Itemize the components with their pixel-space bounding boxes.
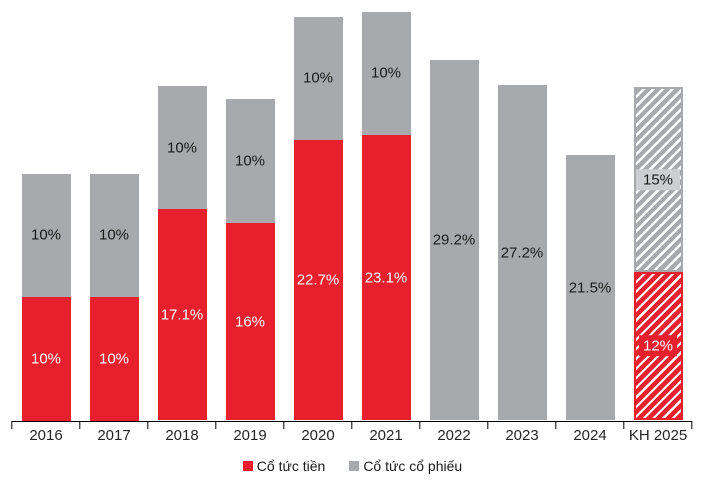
- x-axis-label: 2024: [573, 426, 607, 444]
- x-axis-tick: [691, 420, 693, 429]
- bar-segment: [361, 135, 411, 421]
- x-axis-label: 2022: [437, 426, 471, 444]
- bar-value-text: 10%: [166, 138, 198, 156]
- bar-value-label: 12%: [634, 335, 683, 357]
- bar-value-text: 23.1%: [364, 269, 408, 287]
- legend-item: Cổ tức tiền: [242, 458, 326, 474]
- bar-value-label: 27.2%: [498, 243, 547, 263]
- legend-swatch: [349, 461, 360, 471]
- bar-value-label: 10%: [294, 69, 343, 89]
- x-axis-label: 2023: [505, 426, 539, 444]
- bar-value-text: 22.7%: [296, 271, 340, 289]
- x-axis-label: 2017: [97, 426, 131, 444]
- bar-segment: [225, 222, 275, 421]
- bar-value-text: 21.5%: [568, 278, 612, 296]
- bar-value-text: 29.2%: [432, 231, 476, 249]
- bar-value-text: 12%: [638, 335, 678, 357]
- legend-label: Cổ tức tiền: [256, 458, 326, 474]
- bar-value-label: 21.5%: [566, 278, 615, 298]
- bar-value-text: 10%: [234, 152, 266, 170]
- x-axis-tick: [215, 420, 217, 429]
- bar-segment: [157, 209, 207, 421]
- bar-value-text: 16%: [234, 312, 266, 330]
- bar-value-label: 10%: [22, 349, 71, 369]
- bar-value-label: 10%: [362, 64, 411, 84]
- legend: Cổ tức tiền Cổ tức cổ phiếu: [0, 455, 705, 477]
- x-axis-tick: [555, 420, 557, 429]
- bar-segment: [361, 11, 411, 136]
- x-axis-tick: [79, 420, 81, 429]
- bar-value-text: 10%: [30, 350, 62, 367]
- x-axis-tick: [11, 420, 13, 429]
- bar-value-text: 10%: [370, 64, 402, 82]
- legend-swatch: [242, 461, 253, 471]
- bar-value-label: 17.1%: [158, 305, 207, 325]
- x-axis-label: 2021: [369, 426, 403, 444]
- x-axis-label: KH 2025: [628, 426, 688, 444]
- x-axis-tick: [283, 420, 285, 429]
- bar-value-text: 15%: [635, 168, 681, 190]
- bar-value-label: 10%: [22, 226, 71, 246]
- bar-segment: [21, 173, 71, 297]
- legend-label: Cổ tức cổ phiếu: [363, 458, 463, 474]
- bar-value-text: 10%: [302, 69, 334, 87]
- bar-value-label: 10%: [90, 349, 139, 369]
- bar-value-text: 27.2%: [500, 243, 544, 261]
- bar-segment: [293, 16, 343, 141]
- x-axis-tick: [419, 420, 421, 429]
- bar-segment: [21, 297, 71, 421]
- bar-value-label: 10%: [226, 151, 275, 171]
- x-axis-label: 2018: [165, 426, 199, 444]
- bar-segment: [565, 154, 615, 421]
- bar-value-text: 10%: [98, 350, 130, 367]
- bar-value-label: 10%: [158, 138, 207, 158]
- bar-segment: [225, 99, 275, 223]
- x-axis-tick: [623, 420, 625, 429]
- bar-value-label: 15%: [634, 168, 683, 190]
- bar-value-label: 29.2%: [430, 230, 479, 250]
- bar-value-text: 10%: [30, 226, 62, 244]
- bar-segment: [89, 297, 139, 421]
- bar-segment: [497, 84, 547, 421]
- bar-value-label: 23.1%: [362, 268, 411, 288]
- bar-segment: [429, 59, 479, 421]
- legend-item: Cổ tức cổ phiếu: [349, 458, 462, 474]
- bar-segment: [89, 173, 139, 297]
- bar-value-label: 10%: [90, 226, 139, 246]
- bar-value-text: 10%: [98, 226, 130, 244]
- x-axis-tick: [147, 420, 149, 429]
- bar-value-text: 17.1%: [160, 306, 204, 324]
- bar-value-label: 22.7%: [294, 271, 343, 291]
- bar-segment: [293, 140, 343, 421]
- x-axis-tick: [351, 420, 353, 429]
- x-axis-label: 2020: [301, 426, 335, 444]
- x-axis-tick: [487, 420, 489, 429]
- x-axis-label: 2016: [29, 426, 63, 444]
- bar-segment: [157, 85, 207, 210]
- x-axis-label: 2019: [233, 426, 267, 444]
- bar-value-label: 16%: [226, 312, 275, 332]
